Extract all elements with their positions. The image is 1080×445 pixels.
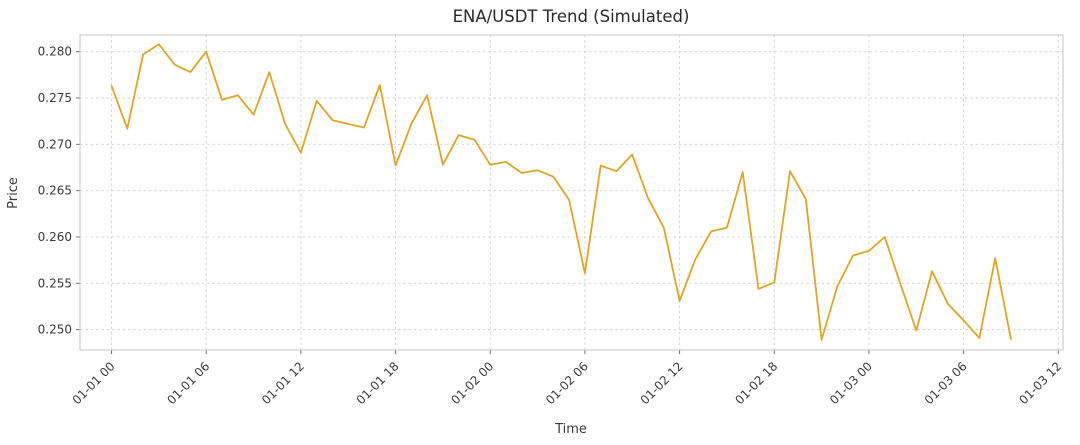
- y-tick-label: 0.270: [38, 137, 72, 151]
- y-axis-label: Price: [6, 177, 21, 209]
- x-tick-label: 01-01 06: [164, 359, 212, 407]
- x-tick-label: 01-01 18: [354, 359, 402, 407]
- y-tick-label: 0.280: [38, 45, 72, 59]
- x-tick-label: 01-03 00: [827, 359, 875, 407]
- y-tick-label: 0.255: [38, 276, 72, 290]
- x-tick-label: 01-01 12: [259, 359, 307, 407]
- x-tick-label: 01-02 12: [638, 359, 686, 407]
- price-line-series: [110, 43, 1012, 341]
- plot-frame: [79, 34, 1064, 351]
- chart-axes: [76, 34, 1064, 354]
- y-tick-label: 0.265: [38, 184, 72, 198]
- chart-gridlines: [80, 35, 1063, 350]
- x-tick-label: 01-01 00: [70, 359, 118, 407]
- x-tick-label: 01-03 12: [1016, 359, 1064, 407]
- x-tick-label: 01-03 06: [922, 359, 970, 407]
- chart-tick-labels: 0.250 0.255 0.260 0.265 0.270 0.275 0.280 01-01…: [38, 45, 1065, 408]
- y-tick-label: 0.275: [38, 91, 72, 105]
- y-tick-label: 0.260: [38, 230, 72, 244]
- x-tick-label: 01-02 18: [732, 359, 780, 407]
- price-line: [110, 43, 1012, 341]
- x-axis-label: Time: [554, 422, 587, 437]
- x-tick-label: 01-02 06: [543, 359, 591, 407]
- x-tick-label: 01-02 00: [448, 359, 496, 407]
- y-tick-label: 0.250: [38, 323, 72, 337]
- chart-title: ENA/USDT Trend (Simulated): [453, 7, 690, 26]
